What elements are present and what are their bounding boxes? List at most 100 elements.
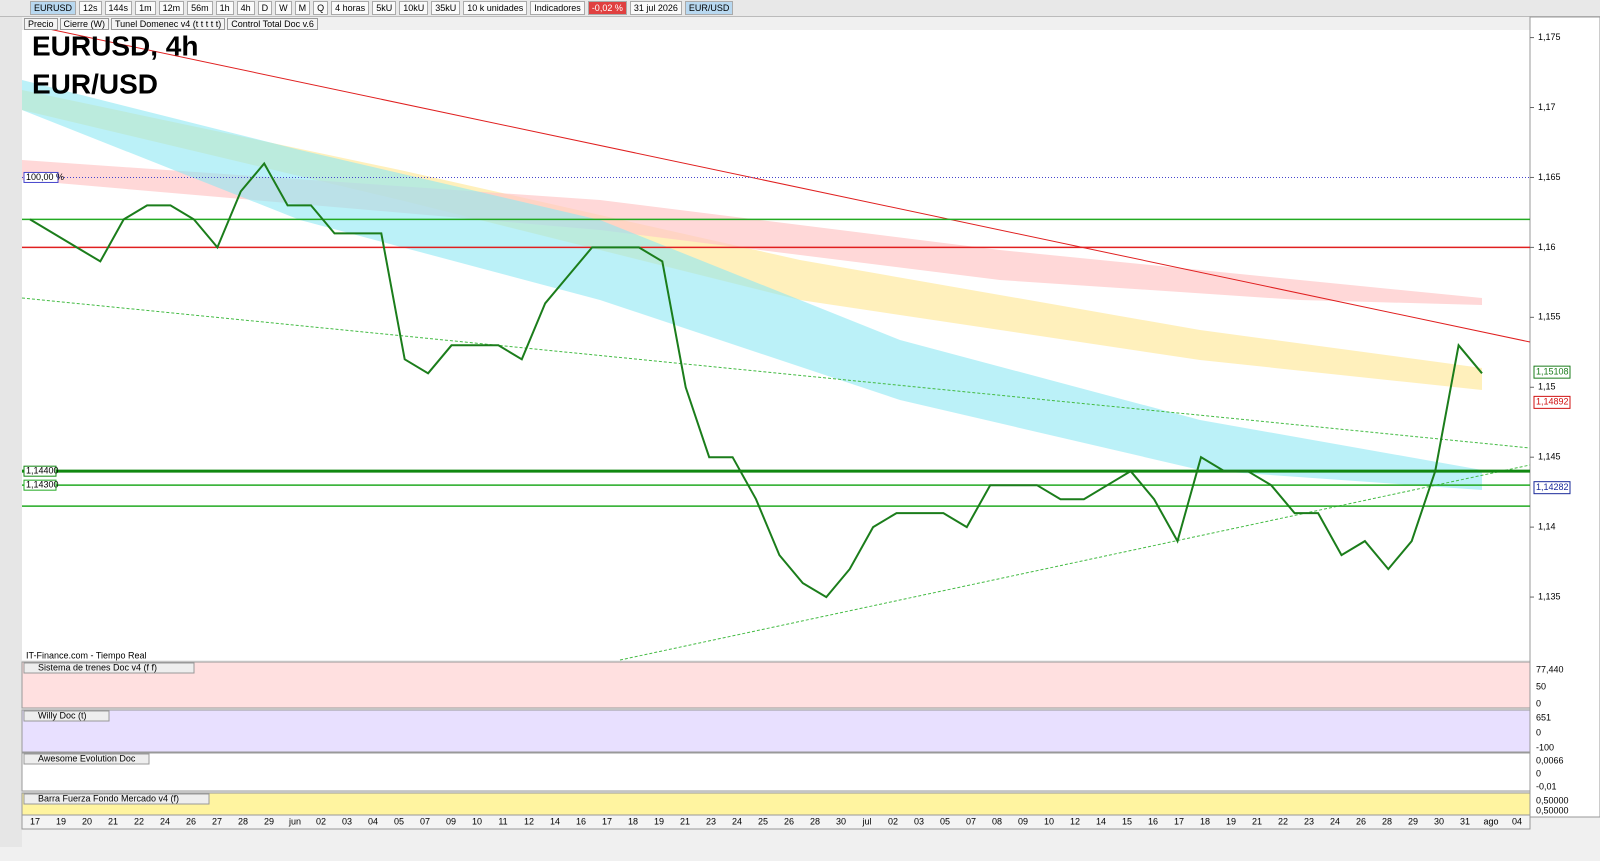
chart-subtitle: EUR/USD: [32, 68, 158, 99]
date-label: 11: [498, 816, 507, 826]
overlay-list: Precio Cierre (W) Tunel Domenec v4 (t t t …: [24, 18, 318, 30]
toolbar-button[interactable]: 10kU: [399, 1, 429, 15]
toolbar-button[interactable]: 144s: [104, 1, 133, 15]
date-label: 19: [56, 816, 66, 826]
date-label: 02: [888, 816, 898, 826]
chart-title: EURUSD, 4h: [32, 30, 198, 61]
fib-tag: [23, 171, 59, 183]
date-label: ago: [1483, 816, 1498, 826]
price-marker-label: 1,15108: [1536, 367, 1569, 377]
overlay-tag[interactable]: Control Total Doc v.6: [227, 18, 318, 30]
price-marker-label: 1,14282: [1536, 482, 1569, 492]
panel-title: Awesome Evolution Doc: [38, 753, 136, 763]
date-label: 25: [758, 816, 768, 826]
toolbar-button[interactable]: 1h: [215, 1, 234, 15]
y-tick-label: 1,165: [1538, 172, 1561, 182]
date-label: 22: [134, 816, 144, 826]
trend-line: [29, 24, 1531, 343]
date-label: jun: [288, 816, 301, 826]
toolbar-button[interactable]: 35kU: [431, 1, 461, 15]
panel-axis-label: 50: [1536, 681, 1546, 691]
price-axis: [1529, 16, 1600, 818]
date-label: 24: [1330, 816, 1340, 826]
date-label: 24: [732, 816, 742, 826]
toolbar-button[interactable]: M: [294, 1, 311, 15]
date-label: 04: [368, 816, 378, 826]
date-label: jul: [861, 816, 871, 826]
date-label: 12: [524, 816, 534, 826]
panel-axis-label: -100: [1536, 742, 1554, 752]
date-label: 09: [446, 816, 456, 826]
y-tick-label: 1,15: [1538, 382, 1556, 392]
date-label: 18: [1200, 816, 1210, 826]
price-line: [29, 161, 1483, 599]
price-marker: [1533, 481, 1571, 495]
date-label: 30: [1434, 816, 1444, 826]
date-label: 03: [342, 816, 352, 826]
panel-axis-label: 0,50000: [1536, 805, 1569, 815]
price-marker: [1533, 395, 1571, 409]
panel-axis-label: -0,01: [1536, 781, 1557, 791]
date-label: 07: [420, 816, 430, 826]
date-label: 12: [1070, 816, 1080, 826]
panel-bg: [21, 752, 1531, 792]
toolbar-button[interactable]: EUR/USD: [684, 1, 734, 15]
panel-title-bg: [23, 753, 150, 765]
toolbar-button[interactable]: 31 jul 2026: [629, 1, 682, 15]
date-label: 10: [472, 816, 482, 826]
panel-axis-label: 0,0066: [1536, 755, 1564, 765]
trend-line: [21, 297, 1531, 449]
overlay-tag[interactable]: Precio: [24, 18, 58, 30]
panel-title: Sistema de trenes Doc v4 (f f): [38, 662, 157, 672]
price-marker: [1533, 365, 1571, 379]
panel-title: Willy Doc (t): [38, 710, 87, 720]
toolbar-button[interactable]: 12s: [79, 1, 102, 15]
toolbar-button[interactable]: 4 horas: [331, 1, 370, 15]
toolbar-button[interactable]: 56m: [187, 1, 213, 15]
date-label: 28: [238, 816, 248, 826]
date-label: 23: [1304, 816, 1314, 826]
date-label: 02: [316, 816, 326, 826]
toolbar-button[interactable]: D: [257, 1, 273, 15]
panel-title-bg: [23, 710, 110, 722]
date-label: 22: [1278, 816, 1288, 826]
toolbar-button[interactable]: EURUSD: [30, 1, 77, 15]
date-label: 17: [1174, 816, 1184, 826]
toolbar-button[interactable]: 10 k unidades: [463, 1, 528, 15]
cloud-cyan: [22, 80, 1482, 490]
panel-axis-label: 651: [1536, 712, 1551, 722]
date-axis: [21, 814, 1531, 830]
cloud-yellow: [22, 90, 1482, 390]
toolbar-button[interactable]: Indicadores: [530, 1, 585, 15]
date-label: 19: [654, 816, 664, 826]
overlay-tag[interactable]: Cierre (W): [59, 18, 110, 30]
date-label: 26: [186, 816, 196, 826]
date-label: 08: [992, 816, 1002, 826]
level-label: 1,14300: [26, 480, 59, 490]
date-label: 16: [1148, 816, 1158, 826]
date-label: 29: [264, 816, 274, 826]
date-label: 10: [1044, 816, 1054, 826]
toolbar-button[interactable]: 1m: [135, 1, 156, 15]
date-label: 20: [82, 816, 92, 826]
date-label: 26: [1356, 816, 1366, 826]
toolbar-button[interactable]: 12m: [158, 1, 185, 15]
panel-axis-label: 77,440: [1536, 664, 1564, 674]
fib-label: 100,00 %: [26, 172, 64, 182]
panel-title-bg: [23, 793, 210, 805]
date-label: 05: [394, 816, 404, 826]
toolbar-button[interactable]: Q: [313, 1, 329, 15]
toolbar-button[interactable]: W: [275, 1, 292, 15]
toolbar-button[interactable]: 4h: [236, 1, 255, 15]
toolbar-button[interactable]: 5kU: [372, 1, 397, 15]
overlay-tag[interactable]: Tunel Domenec v4 (t t t t t): [111, 18, 226, 30]
date-label: 05: [940, 816, 950, 826]
left-toolbar: [0, 17, 22, 847]
panel-axis-label: 0: [1536, 727, 1541, 737]
panel-title: Barra Fuerza Fondo Mercado v4 (f): [38, 793, 179, 803]
date-label: 27: [212, 816, 222, 826]
date-label: 17: [30, 816, 40, 826]
toolbar-button[interactable]: -0,02 %: [587, 1, 627, 15]
y-tick-label: 1,145: [1538, 452, 1561, 462]
